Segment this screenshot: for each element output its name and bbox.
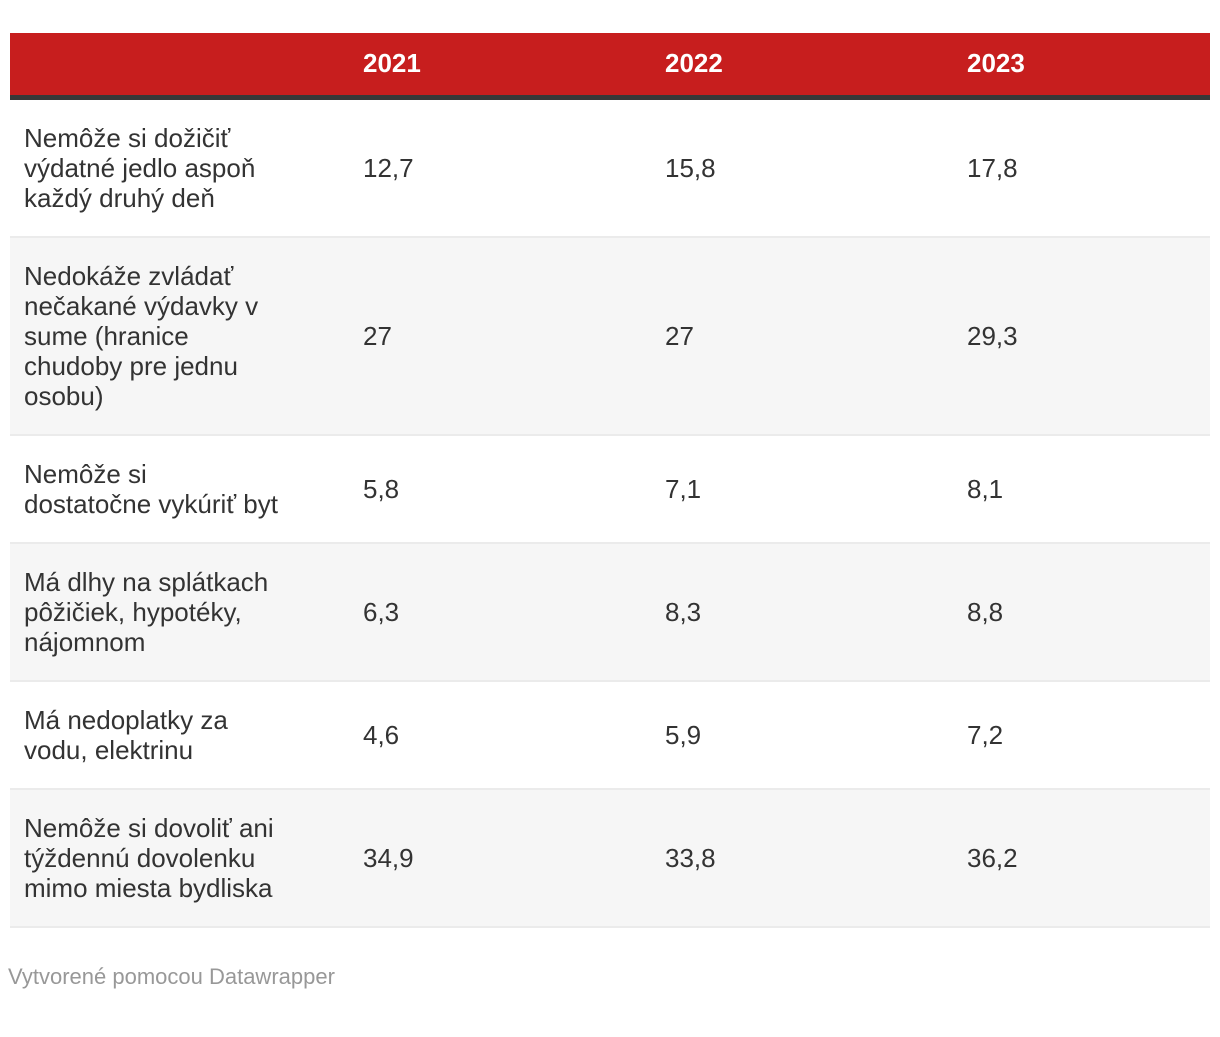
- row-label-cell: Nemôže si dovoliť ani týždennú dovolenku…: [10, 788, 349, 928]
- data-table-container: 2021 2022 2023 Nemôže si dožičiť výdatné…: [10, 33, 1210, 928]
- value-cell-2023: 8,1: [953, 434, 1210, 544]
- value-cell-2021: 6,3: [349, 542, 651, 682]
- row-label-cell: Nedokáže zvládať nečakané výdavky v sume…: [10, 236, 349, 436]
- value-cell-2023: 29,3: [953, 236, 1210, 436]
- value-cell-2022: 27: [651, 236, 953, 436]
- table-row: Nemôže si dovoliť ani týždennú dovolenku…: [10, 788, 1210, 928]
- value-cell-2021: 34,9: [349, 788, 651, 928]
- table-row: Má dlhy na splátkach pôžičiek, hypotéky,…: [10, 542, 1210, 682]
- value-cell-2022: 33,8: [651, 788, 953, 928]
- datawrapper-attribution-link[interactable]: Vytvorené pomocou Datawrapper: [8, 963, 335, 989]
- value-cell-2023: 36,2: [953, 788, 1210, 928]
- table-row: Má nedoplatky za vodu, elektrinu 4,6 5,9…: [10, 680, 1210, 790]
- value-cell-2023: 8,8: [953, 542, 1210, 682]
- value-cell-2022: 7,1: [651, 434, 953, 544]
- value-cell-2021: 5,8: [349, 434, 651, 544]
- attribution-footer: Vytvorené pomocou Datawrapper: [8, 964, 1220, 990]
- header-row: 2021 2022 2023: [10, 33, 1210, 100]
- row-label-cell: Nemôže si dostatočne vykúriť byt: [10, 434, 349, 544]
- value-cell-2022: 5,9: [651, 680, 953, 790]
- value-cell-2021: 27: [349, 236, 651, 436]
- row-label-cell: Má nedoplatky za vodu, elektrinu: [10, 680, 349, 790]
- column-header-2023: 2023: [953, 33, 1210, 100]
- row-label-cell: Má dlhy na splátkach pôžičiek, hypotéky,…: [10, 542, 349, 682]
- value-cell-2023: 17,8: [953, 97, 1210, 238]
- value-cell-2022: 15,8: [651, 97, 953, 238]
- table-body: Nemôže si dožičiť výdatné jedlo aspoň ka…: [10, 97, 1210, 928]
- poverty-indicators-table: 2021 2022 2023 Nemôže si dožičiť výdatné…: [10, 33, 1210, 928]
- row-label-cell: Nemôže si dožičiť výdatné jedlo aspoň ka…: [10, 97, 349, 238]
- value-cell-2021: 12,7: [349, 97, 651, 238]
- value-cell-2022: 8,3: [651, 542, 953, 682]
- table-row: Nedokáže zvládať nečakané výdavky v sume…: [10, 236, 1210, 436]
- column-header-empty: [10, 33, 349, 100]
- value-cell-2023: 7,2: [953, 680, 1210, 790]
- table-row: Nemôže si dostatočne vykúriť byt 5,8 7,1…: [10, 434, 1210, 544]
- table-header: 2021 2022 2023: [10, 33, 1210, 100]
- column-header-2022: 2022: [651, 33, 953, 100]
- table-row: Nemôže si dožičiť výdatné jedlo aspoň ka…: [10, 97, 1210, 238]
- column-header-2021: 2021: [349, 33, 651, 100]
- value-cell-2021: 4,6: [349, 680, 651, 790]
